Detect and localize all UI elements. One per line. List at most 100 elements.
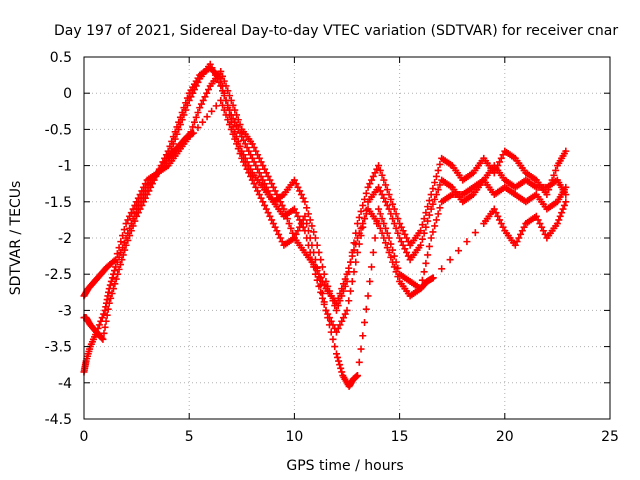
data-point-trace-d-dense <box>438 265 446 273</box>
data-point-trace-d-dense <box>334 353 342 361</box>
data-point-trace-d-dense <box>296 223 304 231</box>
data-point-trace-d <box>259 198 267 206</box>
data-point-trace-b <box>99 335 107 343</box>
data-point-trace-b-dense <box>425 197 433 205</box>
data-point-trace-d-dense <box>538 223 546 231</box>
data-point-trace-c-dense <box>392 268 400 276</box>
data-point-trace-c-dense <box>262 169 270 177</box>
data-point-trace-a-dense <box>111 267 119 275</box>
data-point-trace-d-dense <box>496 216 504 224</box>
data-point-trace-b-dense <box>224 104 232 112</box>
data-point-trace-b-dense <box>373 165 381 173</box>
data-point-trace-b-dense <box>306 216 314 224</box>
data-point-trace-d-dense <box>390 252 398 260</box>
y-tick-label: -2.5 <box>45 267 72 283</box>
data-point-trace-b-dense <box>429 185 437 193</box>
data-point-trace-b-dense <box>134 209 142 217</box>
data-point-trace-d-dense <box>226 121 234 129</box>
data-point-trace-d-dense <box>376 210 384 218</box>
data-point-trace-d-dense <box>250 180 258 188</box>
data-point-trace-a <box>112 263 120 271</box>
data-point-trace-d-dense <box>446 256 454 264</box>
data-point-trace-a-dense <box>418 235 426 243</box>
data-point-trace-d <box>354 372 362 380</box>
data-point-trace-d <box>385 234 393 242</box>
data-point-trace-b-dense <box>496 158 504 166</box>
data-point-trace-a-dense <box>261 180 269 188</box>
data-point-trace-a-dense <box>95 321 103 329</box>
data-point-trace-c-dense <box>357 224 365 232</box>
data-point-trace-a-dense <box>404 252 412 260</box>
data-point-trace-d-dense <box>394 264 402 272</box>
x-axis-label: GPS time / hours <box>286 458 403 474</box>
data-point-trace-b-dense <box>121 246 129 254</box>
data-point-trace-a <box>427 205 435 213</box>
data-point-trace-b <box>427 191 435 199</box>
data-point-trace-d-dense <box>471 229 479 237</box>
data-point-trace-a-dense <box>434 186 442 194</box>
data-point-trace-c-dense <box>347 258 355 266</box>
data-point-trace-c-dense <box>271 187 279 195</box>
data-point-trace-d-dense <box>517 230 525 238</box>
data-point-trace-b-dense <box>392 210 400 218</box>
data-point-trace-c-dense <box>236 121 244 129</box>
data-point-trace-c-dense <box>431 222 439 230</box>
data-point-trace-c-dense <box>136 191 144 199</box>
data-point-trace-b-dense <box>169 133 177 141</box>
data-point-trace-b-dense <box>436 160 444 168</box>
x-axis-ticks: 0 5 10 15 20 25 <box>80 57 619 445</box>
data-point-trace-d-dense <box>278 238 286 246</box>
data-point-trace-b-dense <box>129 222 137 230</box>
data-point-trace-c-dense <box>192 113 200 121</box>
data-point-trace-c <box>354 234 362 242</box>
data-point-trace-b-dense <box>159 158 167 166</box>
data-point-trace-a-dense <box>422 223 430 231</box>
data-point-trace-c-dense <box>234 116 242 124</box>
data-point-trace-a <box>248 154 256 162</box>
data-point-trace-b-dense <box>101 323 109 331</box>
data-point-trace-d-dense <box>555 216 563 224</box>
data-point-trace-a-dense <box>187 93 195 101</box>
data-point-trace-c <box>217 67 225 75</box>
data-point-trace-c-dense <box>264 172 272 180</box>
data-point-trace-c-dense <box>282 210 290 218</box>
data-point-trace-b-dense <box>376 166 384 174</box>
data-point-trace-c <box>427 234 435 242</box>
data-point-trace-c-dense <box>224 87 232 95</box>
data-point-trace-c <box>269 183 277 191</box>
data-point-trace-b-dense <box>98 334 106 342</box>
data-point-trace-d-dense <box>362 305 370 313</box>
data-point-trace-d-dense <box>497 220 505 228</box>
data-point-trace-a-dense <box>327 317 335 325</box>
y-tick-label: -3.5 <box>45 340 72 356</box>
y-tick-label: -3 <box>58 303 72 319</box>
data-point-trace-b-dense <box>124 236 132 244</box>
data-point-trace-d-dense <box>266 212 274 220</box>
data-point-trace-d-dense <box>534 216 542 224</box>
data-point-trace-c-dense <box>231 106 239 114</box>
data-point-trace-d-dense <box>254 187 262 195</box>
data-point-trace-d-dense <box>320 298 328 306</box>
data-point-trace-c-dense <box>266 176 274 184</box>
data-point-trace-c <box>385 248 393 256</box>
data-point-trace-d <box>553 220 561 228</box>
data-point-trace-c-dense <box>220 77 228 85</box>
plot-frame <box>83 56 611 420</box>
data-point-trace-d-dense <box>203 113 211 121</box>
data-point-trace-a-dense <box>431 195 439 203</box>
data-point-trace-b-dense <box>497 154 505 162</box>
data-point-trace-d-dense <box>336 361 344 369</box>
data-point-trace-c-dense <box>201 93 209 101</box>
data-point-trace-b-dense <box>389 200 397 208</box>
data-point-trace-d-dense <box>292 230 300 238</box>
data-point-trace-c-dense <box>275 194 283 202</box>
data-point-trace-d-dense <box>536 220 544 228</box>
data-point-trace-b-dense <box>303 204 311 212</box>
data-point-trace-c-dense <box>141 180 149 188</box>
data-point-trace-d-dense <box>492 209 500 217</box>
data-point-trace-c-dense <box>424 251 432 259</box>
data-point-trace-c-dense <box>268 180 276 188</box>
data-point-trace-d-dense <box>247 172 255 180</box>
data-point-trace-b-dense <box>434 166 442 174</box>
x-tick-label: 20 <box>496 429 514 445</box>
